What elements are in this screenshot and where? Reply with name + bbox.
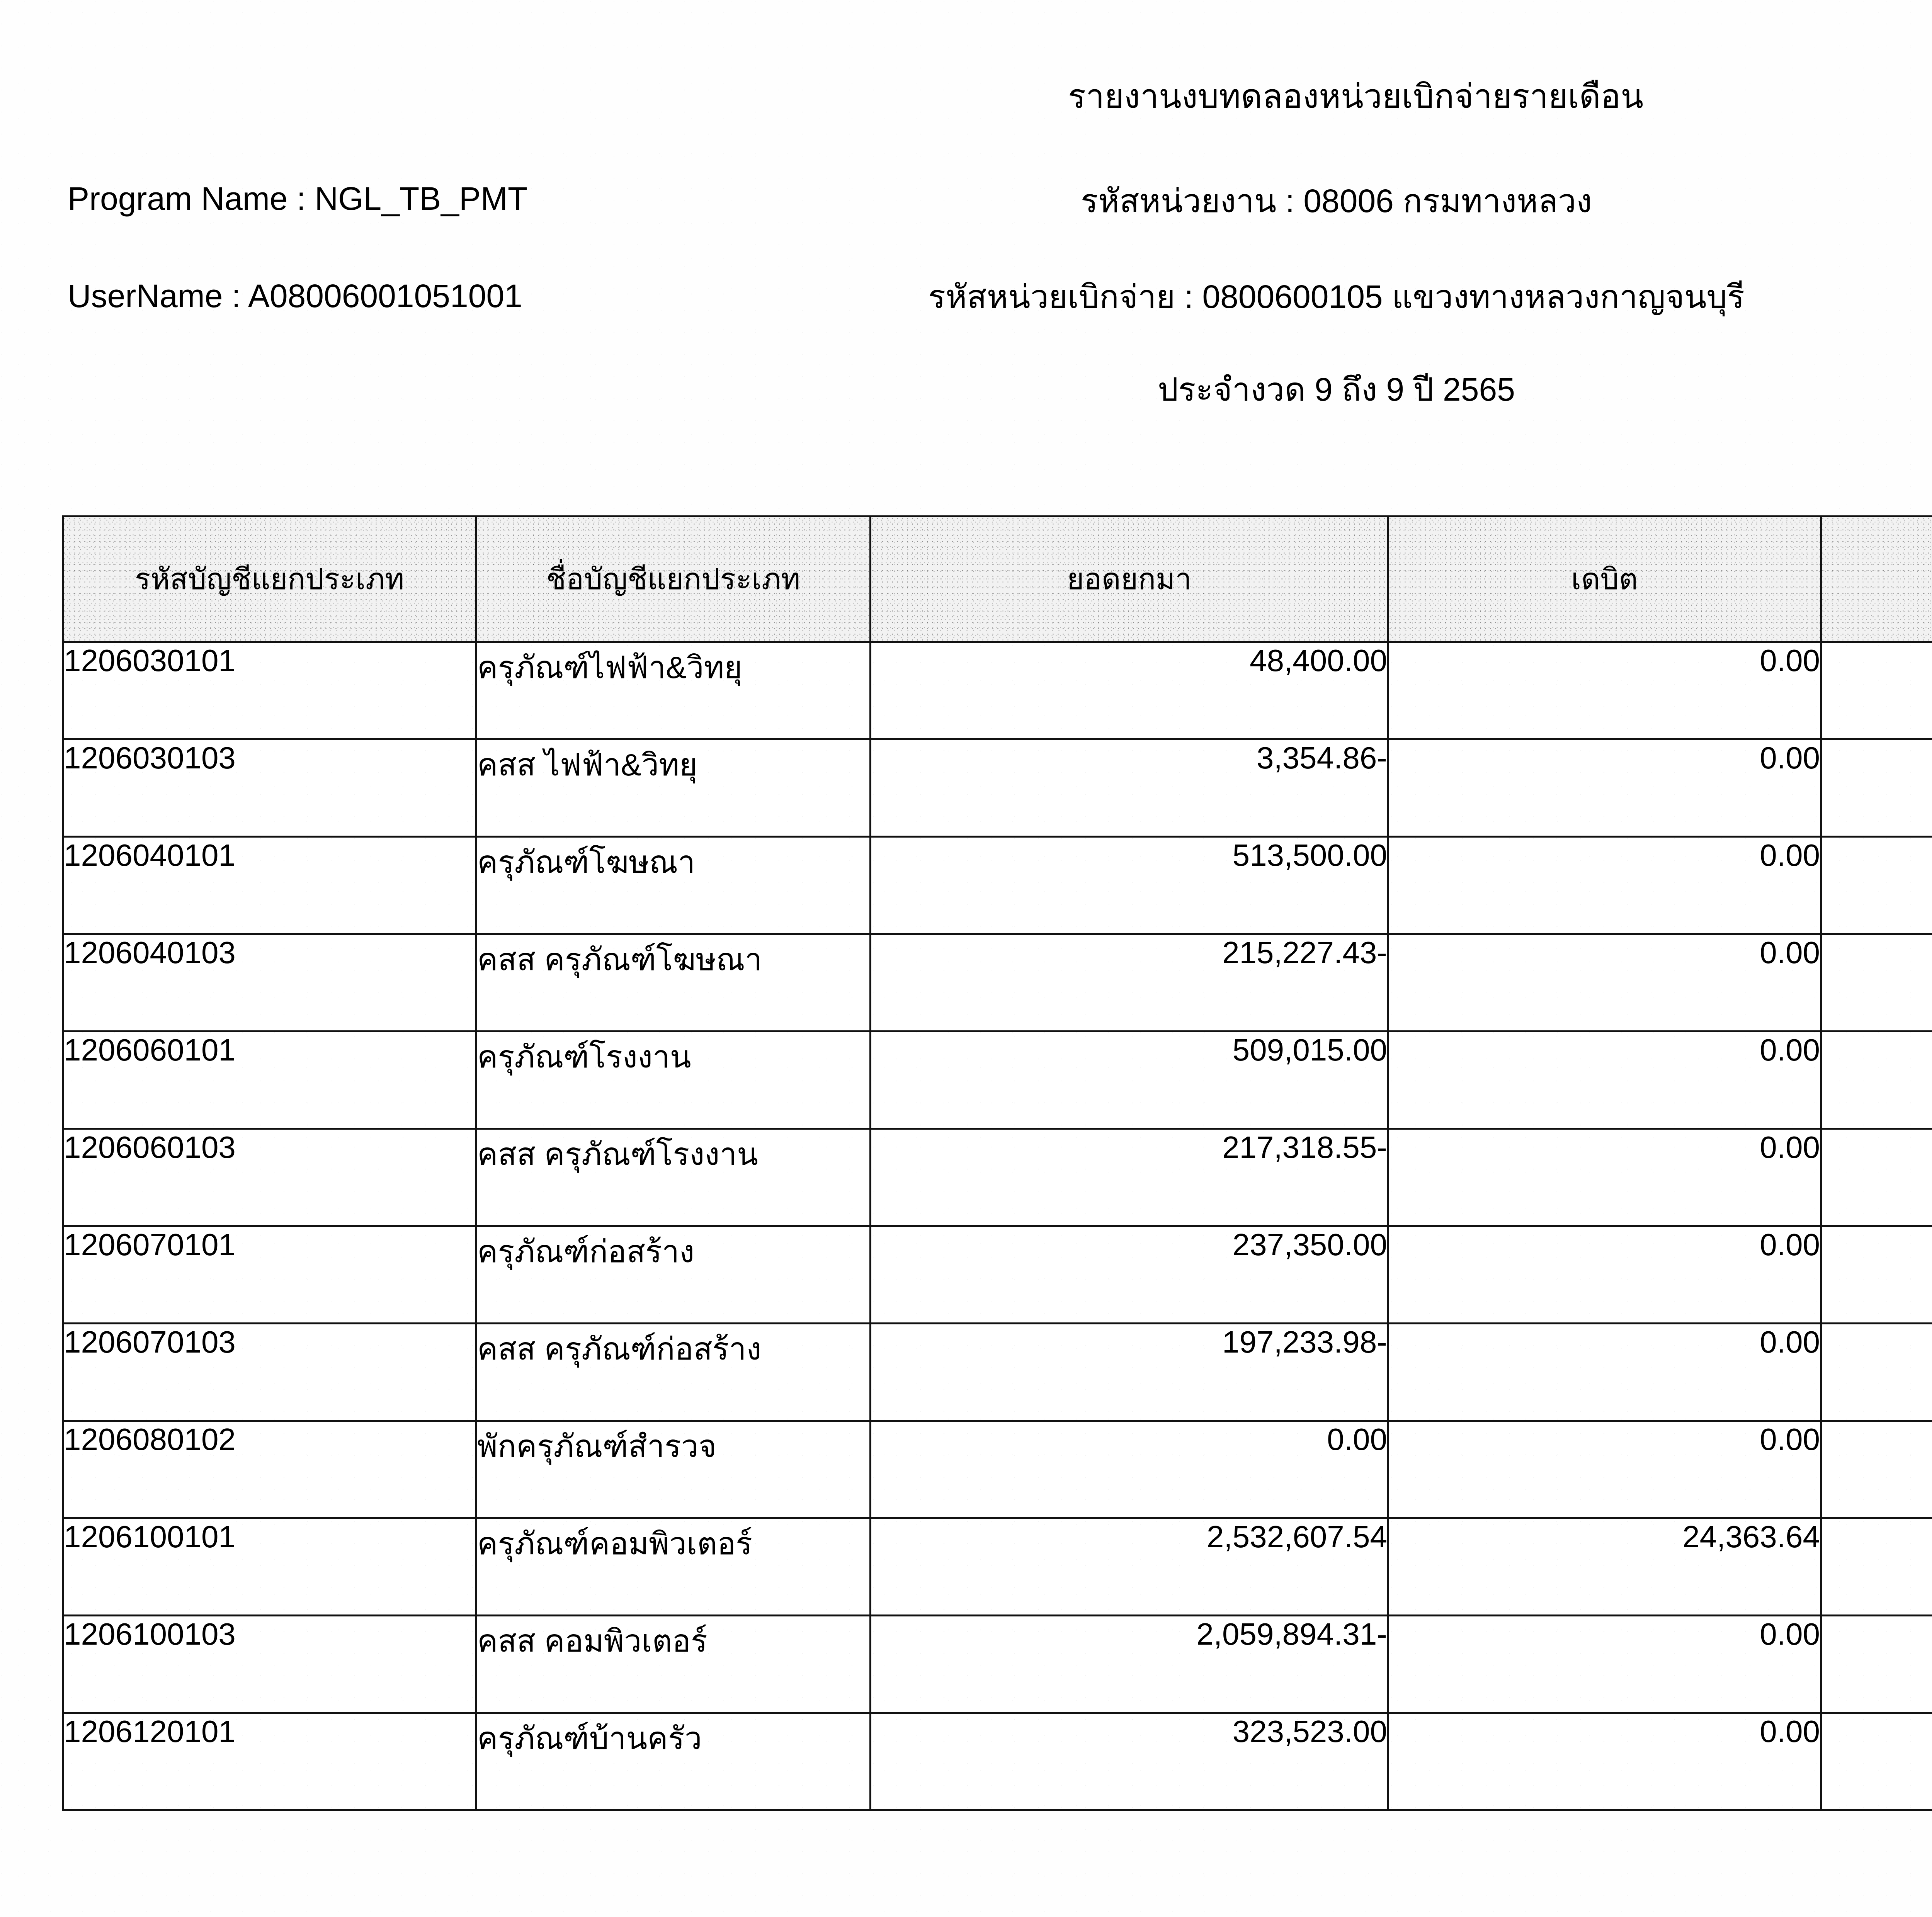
table-row: 1206120101 ครุภัณฑ์บ้านครัว 323,523.00 0.00…	[62, 1712, 1932, 1811]
cell-account-code: 1206080102	[62, 1420, 477, 1519]
disbursement-unit-line: รหัสหน่วยเบิกจ่าย : 0800600105 แขวงทางหล…	[928, 279, 1745, 315]
column-header-credit: เครดิต	[1820, 515, 1932, 643]
cell-account-code: 1206040103	[62, 933, 477, 1032]
cell-account-name: คสส ไฟฟ้า&วิทยุ	[475, 738, 871, 838]
cell-account-code: 1206070103	[62, 1322, 477, 1422]
table-row: 1206030101 ครุภัณฑ์ไฟฟ้า&วิทยุ 48,400.00 0.…	[62, 641, 1932, 740]
cell-credit: 0.00	[1820, 1322, 1932, 1422]
cell-debit: 0.00	[1387, 1225, 1822, 1324]
cell-account-name: ครุภัณฑ์โรงงาน	[475, 1030, 871, 1130]
period-line: ประจำงวด 9 ถึง 9 ปี 2565	[1158, 371, 1515, 408]
cell-balance-forward: 2,532,607.54	[869, 1517, 1389, 1616]
column-header-debit: เดบิต	[1387, 515, 1822, 643]
cell-credit: 843.76-	[1820, 1614, 1932, 1714]
cell-balance-forward: 2,059,894.31-	[869, 1614, 1389, 1714]
cell-account-name: ครุภัณฑ์บ้านครัว	[475, 1712, 871, 1811]
cell-credit: 0.00	[1820, 933, 1932, 1032]
cell-credit: 0.00	[1820, 1030, 1932, 1130]
cell-balance-forward: 509,015.00	[869, 1030, 1389, 1130]
trial-balance-table: รหัสบัญชีแยกประเภท ชื่อบัญชีแยกประเภท ยอ…	[62, 515, 1932, 1811]
page-title: รายงานงบทดลองหน่วยเบิกจ่ายรายเดือน	[1068, 78, 1644, 115]
cell-debit: 0.00	[1387, 641, 1822, 740]
program-name-label: Program Name :	[68, 180, 315, 217]
cell-balance-forward: 197,233.98-	[869, 1322, 1389, 1422]
cell-account-name: ครุภัณฑ์ไฟฟ้า&วิทยุ	[475, 641, 871, 740]
cell-account-code: 1206060101	[62, 1030, 477, 1130]
program-name-value: NGL_TB_PMT	[315, 180, 528, 217]
cell-credit: 0.00	[1820, 1128, 1932, 1227]
cell-account-name: ครุภัณฑ์ก่อสร้าง	[475, 1225, 871, 1324]
table-row: 1206060101ครุภัณฑ์โรงงาน509,015.000.000.…	[62, 1030, 1932, 1130]
cell-balance-forward: 48,400.00	[869, 641, 1389, 740]
cell-balance-forward: 237,350.00	[869, 1225, 1389, 1324]
cell-credit: 0.00	[1820, 1517, 1932, 1616]
cell-balance-forward: 323,523.00	[869, 1712, 1389, 1811]
username-value: A08006001051001	[248, 278, 522, 314]
agency-line: รหัสหน่วยงาน : 08006 กรมทางหลวง	[1080, 183, 1592, 219]
cell-account-name: คสส ครุภัณฑ์โฆษณา	[475, 933, 871, 1032]
cell-balance-forward: 513,500.00	[869, 836, 1389, 935]
column-header-balance-forward: ยอดยกมา	[869, 515, 1389, 643]
cell-debit: 0.00	[1387, 1128, 1822, 1227]
cell-credit: 0.00	[1820, 641, 1932, 740]
table-row: 1206100103 คสส คอมพิวเตอร์ 2,059,894.31- 0.…	[62, 1614, 1932, 1714]
cell-balance-forward: 0.00	[869, 1420, 1389, 1519]
cell-account-name: คสส ครุภัณฑ์โรงงาน	[475, 1128, 871, 1227]
cell-debit: 0.00	[1387, 1420, 1822, 1519]
table-row: 1206040101ครุภัณฑ์โฆษณา513,500.000.000.0…	[62, 836, 1932, 935]
cell-credit: 0.00	[1820, 738, 1932, 838]
username-line: UserName : A08006001051001	[68, 277, 522, 315]
program-name-line: Program Name : NGL_TB_PMT	[68, 180, 527, 218]
cell-account-code: 1206030103	[62, 738, 477, 838]
cell-account-name: คสส คอมพิวเตอร์	[475, 1614, 871, 1714]
cell-debit: 0.00	[1387, 1030, 1822, 1130]
table-header-row: รหัสบัญชีแยกประเภท ชื่อบัญชีแยกประเภท ยอ…	[62, 515, 1932, 643]
cell-account-name: พักครุภัณฑ์สำรวจ	[475, 1420, 871, 1519]
cell-account-code: 1206120101	[62, 1712, 477, 1811]
cell-balance-forward: 215,227.43-	[869, 933, 1389, 1032]
username-label: UserName :	[68, 278, 248, 314]
table-row: 1206100101 ครุภัณฑ์คอมพิวเตอร์ 2,532,607.5…	[62, 1517, 1932, 1616]
cell-account-name: ครุภัณฑ์คอมพิวเตอร์	[475, 1517, 871, 1616]
table-row: 1206070103 คสส ครุภัณฑ์ก่อสร้าง 197,233.98…	[62, 1322, 1932, 1422]
column-header-account-name: ชื่อบัญชีแยกประเภท	[475, 515, 871, 643]
cell-account-code: 1206100103	[62, 1614, 477, 1714]
cell-balance-forward: 3,354.86-	[869, 738, 1389, 838]
table-row: 1206060103 คสส ครุภัณฑ์โรงงาน 217,318.55- 0…	[62, 1128, 1932, 1227]
cell-debit: 24,363.64	[1387, 1517, 1822, 1616]
cell-account-code: 1206060103	[62, 1128, 477, 1227]
cell-credit: 0.00	[1820, 1712, 1932, 1811]
cell-account-name: ครุภัณฑ์โฆษณา	[475, 836, 871, 935]
cell-credit: 0.00	[1820, 1420, 1932, 1519]
table-header: รหัสบัญชีแยกประเภท ชื่อบัญชีแยกประเภท ยอ…	[62, 515, 1932, 643]
cell-balance-forward: 217,318.55-	[869, 1128, 1389, 1227]
cell-account-code: 1206030101	[62, 641, 477, 740]
cell-account-code: 1206040101	[62, 836, 477, 935]
table-row: 1206040103 คสส ครุภัณฑ์โฆษณา 215,227.43- 0.…	[62, 933, 1932, 1032]
cell-account-code: 1206100101	[62, 1517, 477, 1616]
cell-debit: 0.00	[1387, 738, 1822, 838]
cell-account-name: คสส ครุภัณฑ์ก่อสร้าง	[475, 1322, 871, 1422]
table-row: 1206080102พักครุภัณฑ์สำรวจ0.000.000.000.…	[62, 1420, 1932, 1519]
cell-debit: 0.00	[1387, 1322, 1822, 1422]
cell-debit: 0.00	[1387, 933, 1822, 1032]
column-header-account-code: รหัสบัญชีแยกประเภท	[62, 515, 477, 643]
trial-balance-table-wrapper: รหัสบัญชีแยกประเภท ชื่อบัญชีแยกประเภท ยอ…	[62, 515, 1932, 1811]
cell-debit: 0.00	[1387, 836, 1822, 935]
cell-credit: 0.00	[1820, 1225, 1932, 1324]
table-body: 1206030101 ครุภัณฑ์ไฟฟ้า&วิทยุ 48,400.00 0.…	[62, 641, 1932, 1811]
table-row: 1206070101 ครุภัณฑ์ก่อสร้าง 237,350.00 0.00…	[62, 1225, 1932, 1324]
cell-debit: 0.00	[1387, 1712, 1822, 1811]
cell-credit: 0.00	[1820, 836, 1932, 935]
cell-account-code: 1206070101	[62, 1225, 477, 1324]
cell-debit: 0.00	[1387, 1614, 1822, 1714]
